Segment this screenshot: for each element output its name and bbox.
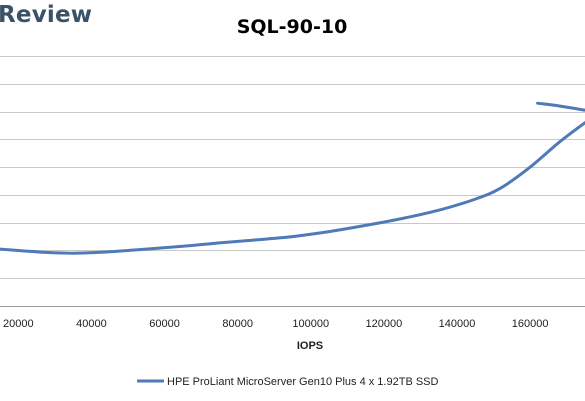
- brand-logo-text: Review: [0, 2, 93, 28]
- chart-title: SQL-90-10: [237, 16, 348, 38]
- x-tick-label: 160000: [512, 318, 549, 330]
- series-line-1: [536, 101, 585, 112]
- x-tick-label: 100000: [292, 318, 329, 330]
- x-tick-labels: 20000 40000 60000 80000 100000 120000 140000 16…: [3, 318, 549, 330]
- x-tick-label: 20000: [3, 318, 34, 330]
- series-line-0: [0, 121, 585, 255]
- x-tick-label: 140000: [439, 318, 476, 330]
- x-tick-label: 40000: [76, 318, 107, 330]
- legend: HPE ProLiant MicroServer Gen10 Plus 4 x …: [137, 376, 439, 388]
- x-tick-label: 120000: [366, 318, 403, 330]
- x-tick-label: 60000: [149, 318, 180, 330]
- gridlines: [0, 56, 585, 307]
- series-lines: [0, 101, 585, 255]
- x-tick-label: 80000: [222, 318, 253, 330]
- legend-label: HPE ProLiant MicroServer Gen10 Plus 4 x …: [167, 376, 439, 388]
- x-axis-label: IOPS: [297, 340, 323, 352]
